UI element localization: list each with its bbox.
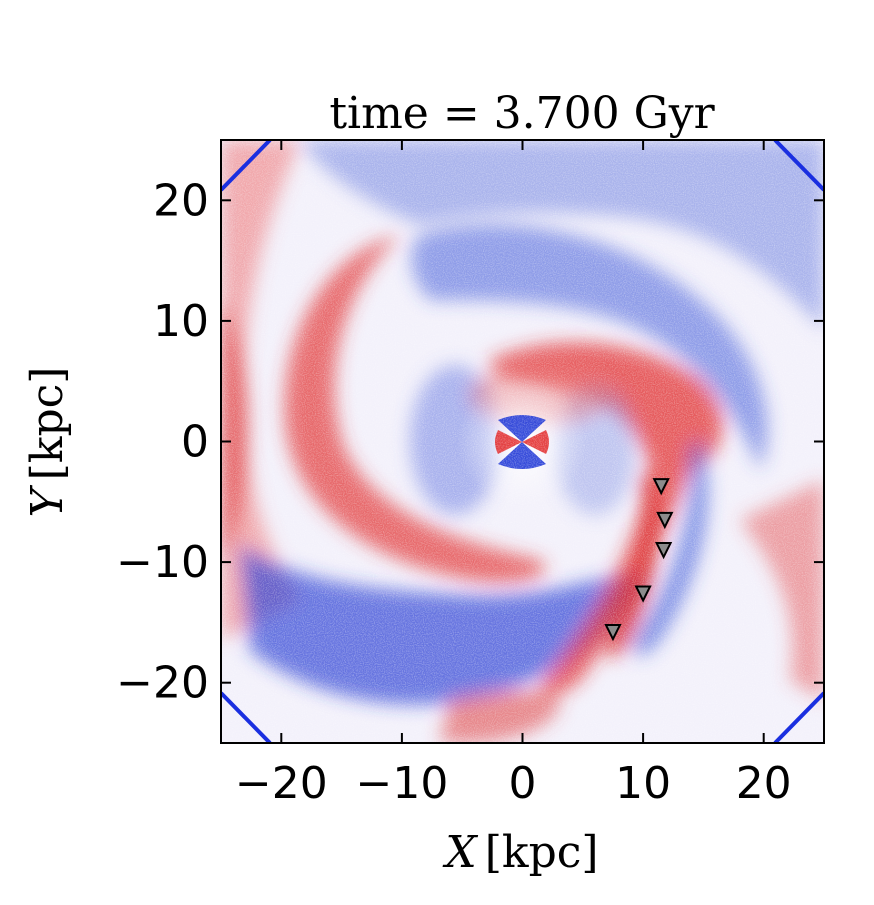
- corner-edge-top-right: [773, 140, 824, 192]
- corner-edge-bottom-left: [221, 691, 272, 743]
- y-axis-label: Y[kpc]: [22, 367, 73, 518]
- triangle-marker: [634, 585, 652, 603]
- y-tick-labels: −20 −10 0 10 20: [116, 175, 209, 708]
- triangle-marker: [652, 478, 670, 496]
- x-tick-label: −20: [235, 758, 328, 809]
- y-tick-label: −10: [116, 537, 209, 588]
- x-tick-label: 10: [615, 758, 671, 809]
- x-tick-label: −10: [355, 758, 448, 809]
- y-tick-label: 0: [181, 417, 209, 468]
- triangle-marker: [604, 624, 622, 642]
- x-tick-label: 20: [736, 758, 792, 809]
- x-axis-label: X [kpc]: [442, 827, 598, 878]
- velocity-residual-map: [221, 140, 824, 743]
- y-tick-label: 10: [153, 296, 209, 347]
- tick-layer: [221, 140, 824, 743]
- chart-title: time = 3.700 Gyr: [329, 88, 715, 139]
- x-tick-label: 0: [509, 758, 537, 809]
- triangle-marker: [656, 511, 674, 530]
- map-grain: [221, 140, 824, 743]
- corner-edge-bottom-right: [773, 691, 824, 743]
- x-tick-labels: −20 −10 0 10 20: [235, 758, 792, 809]
- marker-layer: [604, 478, 674, 642]
- y-tick-label: 20: [153, 175, 209, 226]
- triangle-marker: [654, 542, 673, 560]
- corner-edge-top-left: [221, 140, 272, 192]
- y-tick-label: −20: [116, 658, 209, 709]
